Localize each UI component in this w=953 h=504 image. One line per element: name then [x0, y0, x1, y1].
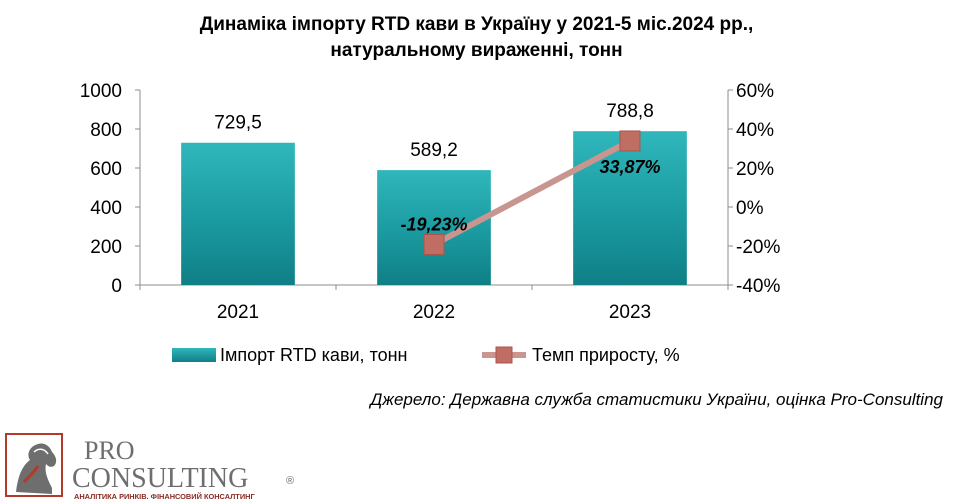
logo-word-pro: PRO — [84, 436, 135, 465]
y-tick-label-left: 800 — [90, 120, 122, 141]
growth-line — [432, 138, 632, 248]
y-tick-label-left: 600 — [90, 159, 122, 180]
logo-word-consulting: CONSULTING — [72, 463, 248, 494]
legend-line-swatch — [482, 346, 526, 364]
y-tick-label-left: 0 — [111, 276, 122, 297]
horse-emblem-icon — [5, 433, 63, 497]
bar — [573, 131, 687, 285]
bar-data-label: 589,2 — [410, 140, 458, 161]
legend-bar-swatch — [172, 348, 216, 362]
bar-data-label: 788,8 — [606, 101, 654, 122]
legend-item-import: Імпорт RTD кави, тонн — [172, 342, 408, 368]
y-tick-label-right: 0% — [736, 198, 764, 219]
growth-data-label: -19,23% — [400, 214, 467, 234]
growth-marker — [619, 130, 641, 152]
y-tick-label-right: 60% — [736, 81, 774, 102]
pro-consulting-logo: PRO CONSULTING ® АНАЛІТИКА РИНКІВ. ФІНАН… — [5, 433, 294, 501]
y-tick-label-left: 200 — [90, 237, 122, 258]
y-tick-label-left: 1000 — [80, 81, 122, 102]
x-tick-label: 2022 — [413, 302, 455, 323]
legend-label-import: Імпорт RTD кави, тонн — [220, 344, 408, 365]
legend-item-growth: Темп приросту, % — [480, 342, 680, 368]
y-tick-label-right: -40% — [736, 276, 780, 297]
growth-data-label: 33,87% — [599, 157, 660, 177]
growth-marker — [423, 233, 445, 255]
logo-tagline: АНАЛІТИКА РИНКІВ. ФІНАНСОВИЙ КОНСАЛТИНГ — [74, 492, 255, 501]
chart-title: Динаміка імпорту RTD кави в Україну у 20… — [0, 12, 953, 64]
chart-legend: Імпорт RTD кави, тонн Темп приросту, % — [0, 342, 953, 368]
y-tick-label-right: -20% — [736, 237, 780, 258]
y-tick-label-right: 40% — [736, 120, 774, 141]
legend-label-growth: Темп приросту, % — [532, 344, 680, 365]
y-tick-label-right: 20% — [736, 159, 774, 180]
bar — [181, 142, 295, 285]
source-note: Джерело: Державна служба статистики Укра… — [370, 390, 943, 409]
logo-registered-mark: ® — [286, 475, 294, 487]
y-tick-label-left: 400 — [90, 198, 122, 219]
chart-title-line-1: Динаміка імпорту RTD кави в Україну у 20… — [199, 14, 754, 35]
chart-title-line-2: натуральному вираженні, тонн — [330, 40, 623, 61]
x-tick-label: 2023 — [609, 302, 651, 323]
bar-data-label: 729,5 — [214, 113, 262, 134]
combo-chart: 0 200 400 600 800 1000 -40% -20% 0% 20% 40% 60% 2021… — [80, 81, 781, 323]
x-tick-label: 2021 — [217, 302, 259, 323]
